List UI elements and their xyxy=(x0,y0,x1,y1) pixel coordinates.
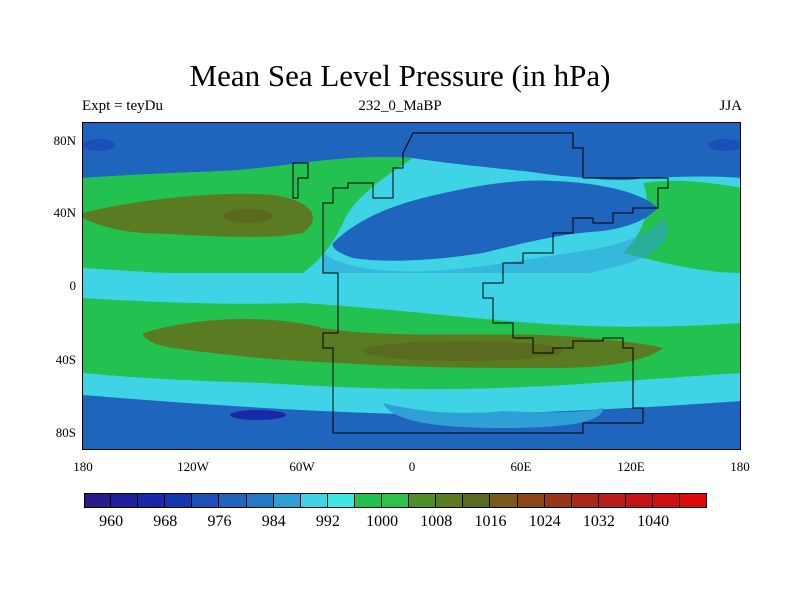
pressure-map xyxy=(82,122,741,450)
season-label: JJA xyxy=(719,98,742,114)
colorbar-box xyxy=(680,493,708,508)
pressure-contour-field xyxy=(83,123,740,449)
colorbar-box xyxy=(273,493,301,508)
colorbar-box xyxy=(463,493,491,508)
colorbar-label: 960 xyxy=(99,513,124,530)
colorbar-label: 1000 xyxy=(366,513,399,530)
colorbar-box xyxy=(300,493,328,508)
colorbar xyxy=(84,493,708,508)
colorbar-box xyxy=(138,493,166,508)
colorbar-box xyxy=(354,493,383,508)
colorbar-box xyxy=(382,493,410,508)
lon-label-120e: 120E xyxy=(617,459,645,474)
colorbar-label: 984 xyxy=(261,513,286,530)
experiment-label: Expt = teyDu xyxy=(82,98,163,114)
lon-label-60w: 60W xyxy=(289,459,315,474)
lon-label-0: 0 xyxy=(408,459,416,474)
colorbar-label: 976 xyxy=(207,513,232,530)
lat-label-80s: 80S xyxy=(55,425,76,440)
colorbar-box xyxy=(327,493,355,508)
lon-label-60e: 60E xyxy=(510,459,532,474)
colorbar-box xyxy=(517,493,545,508)
colorbar-box xyxy=(246,493,274,508)
lat-label-80n: 80N xyxy=(53,133,76,148)
colorbar-box xyxy=(598,493,626,508)
colorbar-box xyxy=(409,493,437,508)
lon-label-180w: 180 xyxy=(73,459,93,474)
colorbar-box xyxy=(571,493,599,508)
colorbar-box xyxy=(544,493,572,508)
lon-label-120w: 120W xyxy=(177,459,209,474)
colorbar-label: 1040 xyxy=(637,513,670,530)
colorbar-label: 1016 xyxy=(474,513,507,530)
colorbar-box xyxy=(192,493,220,508)
lat-label-40n: 40N xyxy=(53,205,76,220)
lat-label-equator: 0 xyxy=(69,278,77,293)
colorbar-label: 1008 xyxy=(420,513,453,530)
colorbar-box xyxy=(652,493,681,508)
colorbar-box xyxy=(84,493,112,508)
colorbar-box xyxy=(625,493,653,508)
colorbar-label: 1024 xyxy=(528,513,561,530)
colorbar-box xyxy=(165,493,193,508)
colorbar-label: 992 xyxy=(315,513,340,530)
lat-label-40s: 40S xyxy=(55,352,76,367)
colorbar-box xyxy=(219,493,247,508)
map-title: Mean Sea Level Pressure (in hPa) xyxy=(189,58,611,93)
colorbar-label: 968 xyxy=(153,513,178,530)
colorbar-label: 1032 xyxy=(582,513,615,530)
lon-label-180e: 180 xyxy=(730,459,750,474)
colorbar-box xyxy=(490,493,518,508)
period-label: 232_0_MaBP xyxy=(358,98,442,114)
colorbar-box xyxy=(111,493,139,508)
colorbar-box xyxy=(436,493,464,508)
